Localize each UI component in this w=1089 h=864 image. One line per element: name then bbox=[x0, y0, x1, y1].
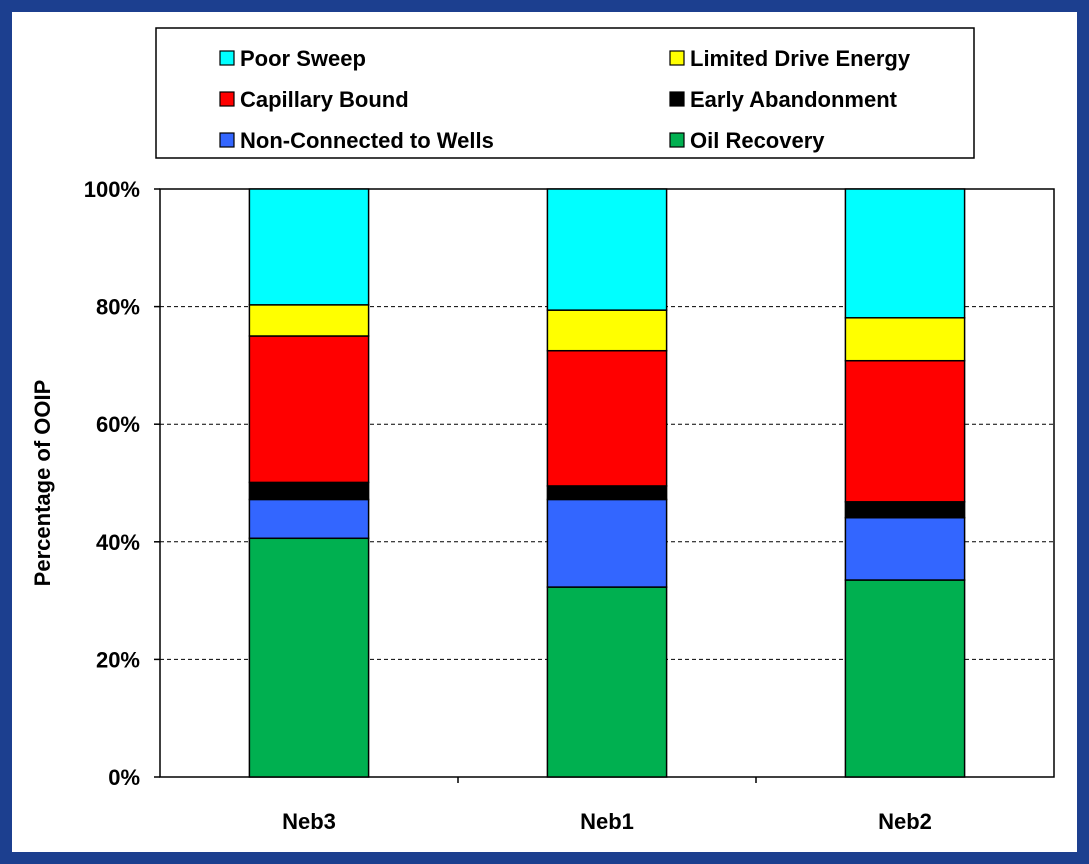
x-tick-label: Neb1 bbox=[580, 809, 634, 834]
legend-label: Oil Recovery bbox=[690, 128, 825, 153]
y-axis-title: Percentage of OOIP bbox=[30, 380, 55, 587]
bar-segment-capillary-bound bbox=[546, 349, 668, 487]
bar-segment-oil-recovery bbox=[546, 586, 668, 778]
bars bbox=[248, 188, 966, 778]
legend-swatch bbox=[219, 50, 235, 66]
x-tick-label: Neb3 bbox=[282, 809, 336, 834]
bar-segment-poor-sweep bbox=[248, 188, 370, 306]
legend-swatch bbox=[219, 132, 235, 148]
legend: Poor Sweep Limited Drive Energy Capillary … bbox=[219, 46, 911, 153]
bar-segment-limited-drive-energy bbox=[248, 304, 370, 337]
legend-label: Early Abandonment bbox=[690, 87, 898, 112]
y-tick-label: 0% bbox=[108, 765, 140, 790]
legend-label: Poor Sweep bbox=[240, 46, 366, 71]
bar-segment-capillary-bound bbox=[248, 335, 370, 484]
legend-label: Capillary Bound bbox=[240, 87, 409, 112]
legend-swatch bbox=[669, 132, 685, 148]
bar-segment-non-connected-to-wells bbox=[248, 498, 370, 540]
bar-segment-non-connected-to-wells bbox=[844, 516, 966, 581]
legend-swatch bbox=[669, 50, 685, 66]
legend-label: Non-Connected to Wells bbox=[240, 128, 494, 153]
legend-swatch bbox=[219, 91, 235, 107]
legend-swatch bbox=[669, 91, 685, 107]
bar-segment-oil-recovery bbox=[844, 579, 966, 778]
bar-segment-capillary-bound bbox=[844, 359, 966, 503]
bar-segment-limited-drive-energy bbox=[546, 309, 668, 352]
bar-segment-early-abandonment bbox=[248, 481, 370, 501]
bar-segment-limited-drive-energy bbox=[844, 317, 966, 362]
bar-segment-poor-sweep bbox=[546, 188, 668, 311]
y-axis: 0% 20% 40% 60% 80% 100% bbox=[84, 177, 160, 790]
bar-segment-early-abandonment bbox=[844, 501, 966, 519]
y-tick-label: 100% bbox=[84, 177, 140, 202]
legend-label: Limited Drive Energy bbox=[690, 46, 911, 71]
bar-segment-early-abandonment bbox=[546, 485, 668, 501]
legend-box bbox=[155, 27, 975, 159]
y-tick-label: 80% bbox=[96, 295, 140, 320]
y-tick-label: 60% bbox=[96, 412, 140, 437]
y-tick-label: 20% bbox=[96, 647, 140, 672]
bar-segment-poor-sweep bbox=[844, 188, 966, 319]
bar-segment-non-connected-to-wells bbox=[546, 498, 668, 588]
bar-segment-oil-recovery bbox=[248, 537, 370, 778]
x-axis: Neb3 Neb1 Neb2 bbox=[282, 777, 932, 834]
y-tick-label: 40% bbox=[96, 530, 140, 555]
x-tick-label: Neb2 bbox=[878, 809, 932, 834]
